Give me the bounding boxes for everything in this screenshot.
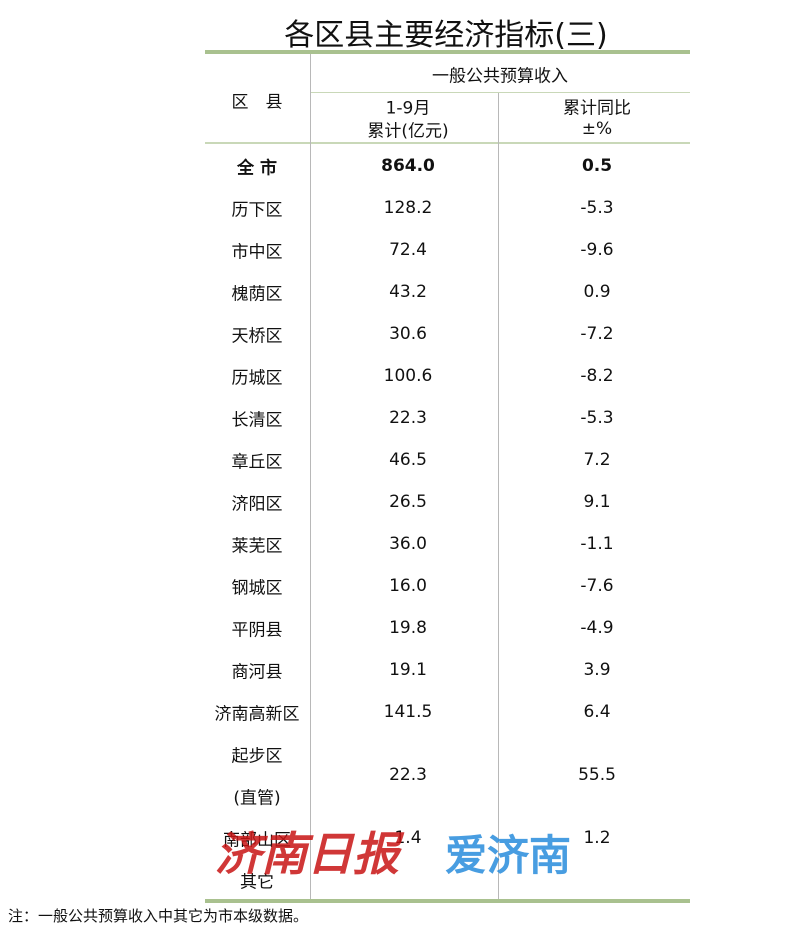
cell: 槐荫区 [231, 284, 283, 305]
cell: 22.3 [389, 408, 427, 428]
cell: 历城区 [231, 368, 283, 389]
cell: 全 市 [237, 158, 277, 179]
cell: 莱芜区 [231, 536, 283, 557]
cell: 其它 [240, 872, 274, 893]
header-cell: 累计同比 [563, 98, 631, 119]
cell: 南部山区 [223, 830, 291, 851]
bottom-rule [205, 899, 690, 903]
cell: -7.6 [580, 576, 614, 596]
cell: 起步区 [231, 746, 283, 767]
col-line [310, 54, 311, 899]
header-rule [205, 142, 690, 144]
cell: 9.1 [583, 492, 611, 512]
cell: 章丘区 [231, 452, 283, 473]
cell: 1.4 [394, 828, 422, 848]
header-cell: 累计(亿元) [367, 121, 449, 142]
note: 注：一般公共预算收入中其它为市本级数据。 [8, 907, 309, 925]
cell: 141.5 [383, 702, 433, 722]
cell: 济阳区 [231, 494, 283, 515]
cell: 商河县 [231, 662, 283, 683]
col-line [498, 93, 499, 899]
cell: -9.6 [580, 240, 614, 260]
top-rule [205, 50, 690, 54]
cell: 128.2 [383, 198, 433, 218]
cell: -4.9 [580, 618, 614, 638]
title: 各区县主要经济指标(三) [284, 18, 608, 53]
cell: 30.6 [389, 324, 427, 344]
cell: 26.5 [389, 492, 427, 512]
cell: 济南高新区 [214, 704, 300, 725]
cell: -7.2 [580, 324, 614, 344]
header-cell: ±% [581, 119, 613, 139]
cell: 864.0 [381, 156, 435, 176]
cell: 19.8 [389, 618, 427, 638]
cell: 平阴县 [231, 620, 283, 641]
cell: 36.0 [389, 534, 427, 554]
cell: 长清区 [231, 410, 283, 431]
cell: -1.1 [580, 534, 614, 554]
cell: 72.4 [389, 240, 427, 260]
group-rule [310, 92, 690, 93]
cell: 历下区 [231, 200, 283, 221]
cell: 0.9 [583, 282, 611, 302]
watermark-paper: 济南日报 [215, 827, 399, 881]
cell: 22.3 [389, 765, 427, 785]
cell: 钢城区 [231, 578, 283, 599]
cell: (直管) [233, 788, 281, 809]
header-cell: 区 县 [231, 92, 283, 113]
cell: 19.1 [389, 660, 427, 680]
cell: 7.2 [583, 450, 611, 470]
cell: 0.5 [581, 156, 613, 176]
header-cell: 1-9月 [385, 98, 431, 119]
cell: 55.5 [578, 765, 616, 785]
cell: 100.6 [383, 366, 433, 386]
cell: -5.3 [580, 408, 614, 428]
cell: 1.2 [583, 828, 611, 848]
cell: -5.3 [580, 198, 614, 218]
cell: 天桥区 [231, 326, 283, 347]
cell: 16.0 [389, 576, 427, 596]
cell: 市中区 [231, 242, 283, 263]
watermark-app: 爱济南 [445, 831, 572, 880]
cell: 46.5 [389, 450, 427, 470]
cell: -8.2 [580, 366, 614, 386]
cell: 6.4 [583, 702, 611, 722]
cell: 43.2 [389, 282, 427, 302]
header-cell: 一般公共预算收入 [432, 66, 568, 87]
cell: 3.9 [583, 660, 611, 680]
